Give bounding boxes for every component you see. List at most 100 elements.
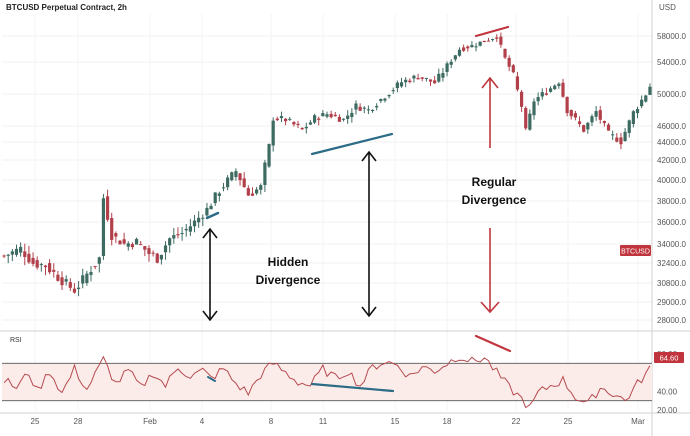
candle-body <box>635 109 640 114</box>
candle-body <box>6 254 10 256</box>
rsi-band-fill <box>2 363 652 401</box>
candle-body <box>271 120 275 146</box>
time-tick-label: 25 <box>564 417 573 426</box>
price-tick-label: 46000.0 <box>657 122 686 131</box>
time-tick-label: Feb <box>143 417 157 426</box>
candle-body <box>391 90 395 92</box>
candle-body <box>180 233 184 235</box>
candle-body <box>478 41 482 46</box>
price-tick-label: 28000.0 <box>657 316 686 325</box>
candle-body <box>114 233 118 237</box>
candle-body <box>424 77 428 79</box>
price-tick-label: 50000.0 <box>657 90 686 99</box>
candle-body <box>43 265 48 268</box>
candle-body <box>101 198 106 257</box>
candle-body <box>10 251 14 255</box>
rsi-tick-label: 20.00 <box>657 406 678 415</box>
candle-body <box>246 188 250 196</box>
candle-body <box>81 275 85 284</box>
candle-body <box>615 137 619 142</box>
candle-body <box>118 240 122 245</box>
hidden-divergence-arrow-right-head-up <box>361 150 377 162</box>
candle-body <box>565 96 569 114</box>
symbol-badge-label: BTCUSD <box>621 249 650 256</box>
candle-body <box>39 264 43 266</box>
candle-body <box>317 118 321 120</box>
candle-body <box>358 106 362 111</box>
time-tick-label: 22 <box>512 417 521 426</box>
rsi-panel <box>2 355 652 409</box>
candle-body <box>453 55 457 60</box>
price-tick-label: 40000.0 <box>657 176 686 185</box>
candle-body <box>519 91 524 107</box>
candle-body <box>255 189 259 194</box>
candle-body <box>362 107 366 109</box>
price-tick-label: 32400.0 <box>657 259 686 268</box>
candle-body <box>267 144 271 167</box>
candle-body <box>163 245 168 253</box>
candle-body <box>441 73 445 78</box>
candle-body <box>577 121 582 125</box>
candle-body <box>209 205 213 210</box>
candle-body <box>2 255 6 257</box>
currency-label: USD <box>659 3 676 12</box>
candle-body <box>31 257 35 264</box>
price-tick-label: 36000.0 <box>657 218 686 227</box>
time-tick-label: 11 <box>319 417 328 426</box>
candle-body <box>515 76 520 90</box>
candle-body <box>213 192 217 204</box>
hidden-divergence-arrow-left-head-up <box>202 227 218 239</box>
candle-body <box>14 248 19 255</box>
candle-body <box>279 116 284 119</box>
candle-body <box>350 112 354 118</box>
chart-title: BTCUSD Perpetual Contract, 2h <box>6 3 127 12</box>
candle-body <box>408 80 412 83</box>
candle-body <box>573 113 578 118</box>
price-tick-label: 29000.0 <box>657 298 686 307</box>
divergence-trend-line <box>207 376 216 382</box>
candle-body <box>457 49 462 56</box>
candle-body <box>288 118 292 120</box>
divergence-label-line: Regular <box>472 175 517 189</box>
price-candles <box>2 32 652 297</box>
divergence-trend-line <box>474 334 512 353</box>
symbol-badge <box>620 245 651 256</box>
divergence-trend-line <box>310 382 395 393</box>
divergence-label-line: Divergence <box>462 193 527 207</box>
candle-body <box>333 114 337 117</box>
price-tick-label: 34000.0 <box>657 240 686 249</box>
candle-body <box>134 238 139 245</box>
regular-divergence-arrow-down-head <box>480 301 500 314</box>
candle-body <box>569 109 573 117</box>
candle-body <box>404 79 408 83</box>
candle-body <box>594 111 598 117</box>
candle-body <box>586 122 590 130</box>
candle-body <box>561 82 565 97</box>
candle-body <box>139 244 143 246</box>
candle-body <box>23 251 27 257</box>
time-tick-label: 8 <box>269 417 274 426</box>
candle-body <box>590 116 594 123</box>
candle-body <box>557 83 561 86</box>
candle-body <box>85 273 89 284</box>
candle-body <box>337 116 342 122</box>
candle-body <box>188 226 192 232</box>
candle-body <box>197 217 201 223</box>
candle-body <box>341 118 346 120</box>
price-tick-label: 38000.0 <box>657 197 686 206</box>
candle-body <box>395 82 399 89</box>
candle-body <box>184 228 188 231</box>
candle-body <box>27 253 31 263</box>
candle-body <box>72 288 77 293</box>
price-tick-label: 42000.0 <box>657 156 686 165</box>
candle-body <box>230 172 234 181</box>
divergence-trend-line <box>474 25 510 38</box>
candle-body <box>375 105 379 108</box>
price-tick-label: 30800.0 <box>657 279 686 288</box>
candle-body <box>122 239 126 244</box>
candle-body <box>176 234 180 236</box>
candle-body <box>379 98 383 102</box>
candle-body <box>312 115 317 123</box>
rsi-value-badge <box>654 352 684 363</box>
